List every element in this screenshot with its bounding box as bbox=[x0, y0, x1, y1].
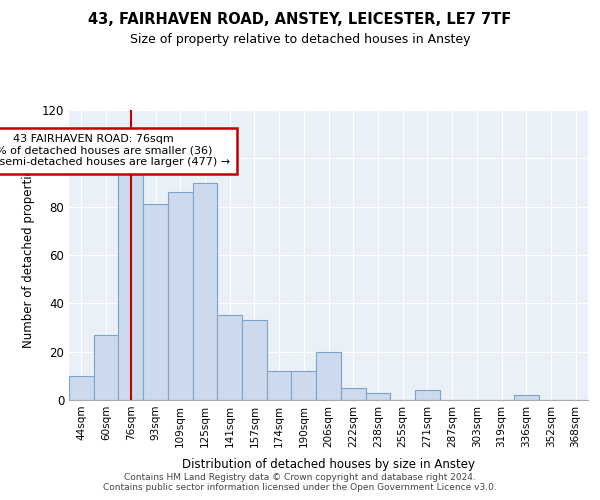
Bar bbox=[168, 192, 193, 400]
Bar bbox=[292, 371, 316, 400]
Bar bbox=[267, 371, 292, 400]
Text: Contains HM Land Registry data © Crown copyright and database right 2024.
Contai: Contains HM Land Registry data © Crown c… bbox=[103, 473, 497, 492]
Y-axis label: Number of detached properties: Number of detached properties bbox=[22, 162, 35, 348]
Bar bbox=[118, 163, 143, 400]
Bar bbox=[242, 320, 267, 400]
X-axis label: Distribution of detached houses by size in Anstey: Distribution of detached houses by size … bbox=[182, 458, 475, 471]
Bar bbox=[94, 335, 118, 400]
Bar bbox=[341, 388, 365, 400]
Text: 43, FAIRHAVEN ROAD, ANSTEY, LEICESTER, LE7 7TF: 43, FAIRHAVEN ROAD, ANSTEY, LEICESTER, L… bbox=[88, 12, 512, 28]
Bar bbox=[217, 316, 242, 400]
Text: 43 FAIRHAVEN ROAD: 76sqm
← 7% of detached houses are smaller (36)
93% of semi-de: 43 FAIRHAVEN ROAD: 76sqm ← 7% of detache… bbox=[0, 134, 230, 168]
Bar bbox=[365, 393, 390, 400]
Bar bbox=[143, 204, 168, 400]
Text: Size of property relative to detached houses in Anstey: Size of property relative to detached ho… bbox=[130, 32, 470, 46]
Bar bbox=[69, 376, 94, 400]
Bar bbox=[514, 395, 539, 400]
Bar bbox=[316, 352, 341, 400]
Bar bbox=[193, 182, 217, 400]
Bar bbox=[415, 390, 440, 400]
